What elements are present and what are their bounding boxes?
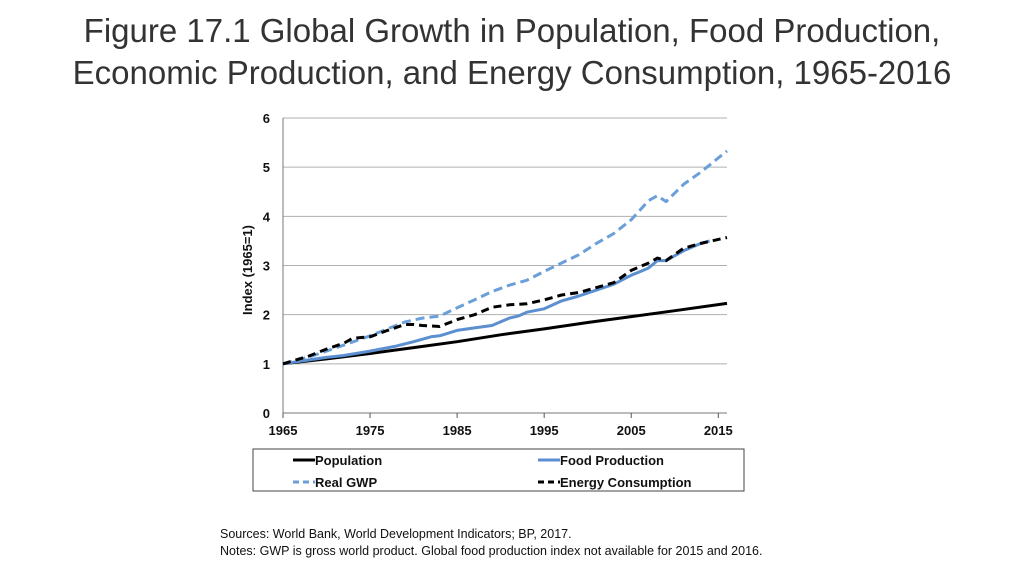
axes — [282, 118, 727, 414]
y-tick-label: 1 — [263, 357, 270, 372]
legend-label-energy-consumption: Energy Consumption — [560, 475, 692, 490]
footnotes: Sources: World Bank, World Development I… — [220, 526, 762, 560]
series-line-population — [282, 301, 728, 366]
series-line-real-gwp — [282, 149, 728, 366]
x-tick-label: 1965 — [269, 423, 298, 438]
y-axis-label: Index (1965=1) — [240, 225, 255, 315]
legend-label-food-production: Food Production — [560, 453, 664, 468]
y-tick-label: 0 — [263, 406, 270, 421]
figure-title: Figure 17.1 Global Growth in Population,… — [0, 10, 1024, 94]
y-tick-label: 4 — [263, 209, 271, 224]
notes-text: Notes: GWP is gross world product. Globa… — [220, 544, 763, 558]
legend: Population Food Production Real GWP Energy … — [252, 448, 745, 492]
y-tick-label: 5 — [263, 160, 270, 175]
series-line-food-production — [282, 239, 711, 366]
legend-label-population: Population — [315, 453, 382, 468]
legend-label-real-gwp: Real GWP — [315, 475, 377, 490]
x-tick-label: 2005 — [617, 423, 646, 438]
x-tick-label: 1995 — [530, 423, 559, 438]
figure-title-line-2: Economic Production, and Energy Consumpt… — [72, 54, 952, 91]
y-tick-label: 2 — [263, 308, 270, 323]
series-layer — [282, 149, 728, 366]
x-tick-label: 2015 — [704, 423, 733, 438]
tick-labels: 0 1 2 3 4 5 6 1965 1975 1985 1995 2005 2015 — [263, 111, 733, 438]
x-tick-label: 1975 — [356, 423, 385, 438]
y-tick-label: 6 — [263, 111, 270, 126]
figure-title-line-1: Figure 17.1 Global Growth in Population,… — [83, 12, 941, 49]
legend-box — [252, 448, 745, 492]
gridlines — [283, 117, 727, 365]
x-tick-label: 1985 — [443, 423, 472, 438]
y-tick-label: 3 — [263, 259, 270, 274]
series-line-energy-consumption — [282, 236, 728, 366]
sources-text: Sources: World Bank, World Development I… — [220, 527, 572, 541]
